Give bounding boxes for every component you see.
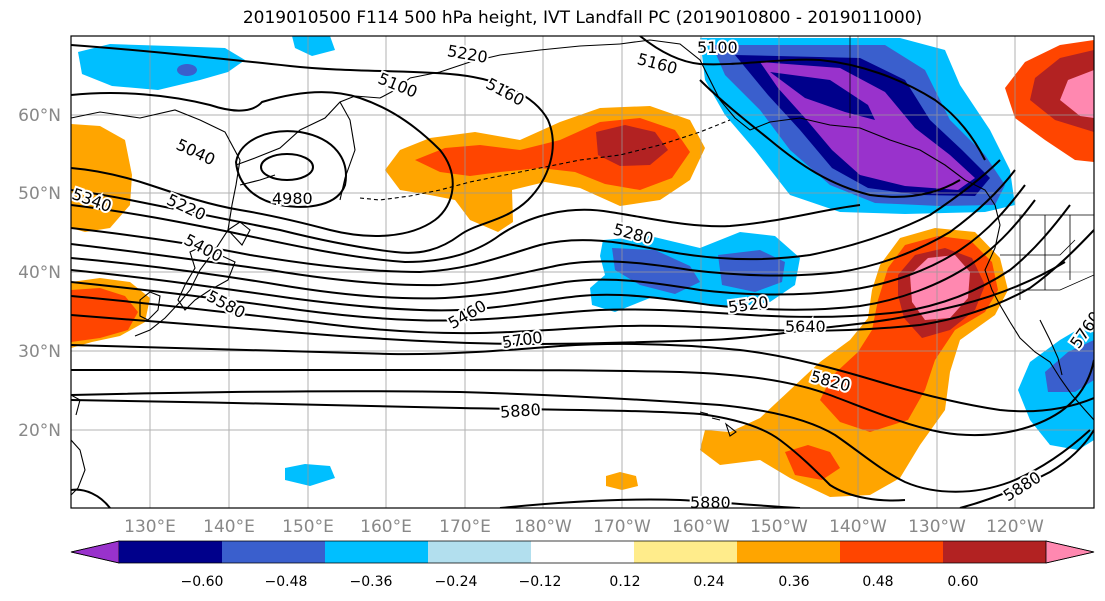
- lon-label: 160°W: [672, 517, 730, 537]
- lon-label: 150°W: [750, 517, 808, 537]
- positive-anomaly-west-edge: [71, 124, 150, 348]
- colorbar-cell: [1045, 540, 1095, 564]
- colorbar-cell: [325, 541, 429, 563]
- colorbar-cell: [119, 541, 223, 563]
- colorbar-outline: [70, 540, 1095, 564]
- longitude-labels: 130°E 140°E 150°E 160°E 170°E 180°W 170°…: [124, 517, 1044, 537]
- lat-label-60n: 60°N: [18, 106, 61, 126]
- lon-label: 130°E: [124, 517, 176, 537]
- lon-label: 140°W: [829, 517, 887, 537]
- contour-label: 5880: [499, 400, 541, 422]
- lon-label: 120°W: [986, 517, 1044, 537]
- height-contours: [71, 36, 1094, 508]
- contour-label: 4980: [272, 189, 313, 208]
- lat-label-30n: 30°N: [18, 342, 61, 362]
- lon-label: 170°W: [593, 517, 651, 537]
- lat-label-40n: 40°N: [18, 263, 61, 283]
- lon-label: 170°E: [439, 517, 491, 537]
- lat-label-20n: 20°N: [18, 421, 61, 441]
- negative-anomaly-mexico: [285, 320, 1094, 486]
- positive-anomaly-northeast: [1005, 40, 1094, 162]
- contour-label: 5160: [635, 49, 679, 78]
- lon-label: 130°W: [908, 517, 966, 537]
- colorbar-tick-label: −0.24: [435, 574, 478, 590]
- colorbar-cell: [531, 541, 635, 563]
- colorbar-tick-label: −0.36: [350, 574, 393, 590]
- lon-label: 150°E: [282, 517, 334, 537]
- colorbar-tick-label: −0.48: [265, 574, 308, 590]
- colorbar-tick-label: 0.12: [609, 574, 640, 590]
- latitude-labels: 60°N 50°N 40°N 30°N 20°N: [18, 106, 61, 441]
- map-border: [70, 35, 1095, 509]
- contour-label: 5100: [697, 38, 738, 57]
- contour-label: 5640: [785, 317, 826, 336]
- colorbar-cell: [70, 540, 120, 564]
- colorbar-tick-label: −0.60: [181, 574, 224, 590]
- colorbar-tick-label: −0.12: [519, 574, 562, 590]
- map-title: 2019010500 F114 500 hPa height, IVT Land…: [242, 8, 923, 28]
- colorbar-cell: [634, 541, 738, 563]
- contour-label: 5880: [690, 493, 731, 512]
- lon-label: 160°E: [360, 517, 412, 537]
- lat-label-50n: 50°N: [18, 184, 61, 204]
- colorbar-cell: [428, 541, 532, 563]
- colorbar-cell: [840, 541, 944, 563]
- negative-anomaly-siberia: [78, 36, 335, 90]
- colorbar-tick-label: 0.24: [693, 574, 724, 590]
- lon-label: 140°E: [203, 517, 255, 537]
- colorbar-cell: [737, 541, 841, 563]
- lon-label: 180°W: [514, 517, 572, 537]
- colorbar-tick-labels: −0.60 −0.48 −0.36 −0.24 −0.12 0.12 0.24 …: [181, 574, 979, 590]
- colorbar-tick-label: 0.48: [862, 574, 893, 590]
- colorbar-tick-label: 0.36: [778, 574, 809, 590]
- colorbar-cell: [222, 541, 326, 563]
- graticule: [71, 36, 1094, 508]
- colorbar-tick-label: 0.60: [947, 574, 978, 590]
- colorbar-cells: [70, 540, 1095, 564]
- colorbar-cell: [943, 541, 1047, 563]
- colorbar: −0.60 −0.48 −0.36 −0.24 −0.12 0.12 0.24 …: [70, 540, 1095, 590]
